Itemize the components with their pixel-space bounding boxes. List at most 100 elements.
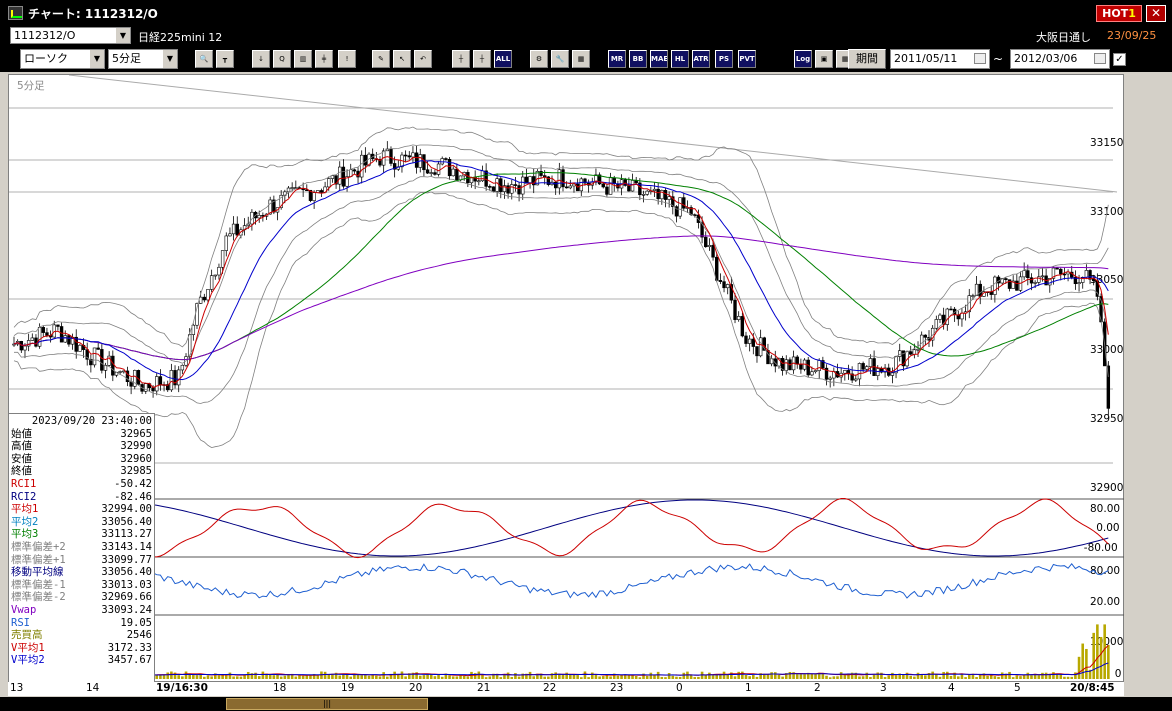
volume-bar [309,675,312,679]
time-axis-label: 23 [610,682,624,694]
volume-bar [459,675,462,679]
candle-body [700,222,704,238]
data-window-row: 平均3 33113.27 [11,528,152,541]
volume-bar [294,676,298,679]
pencil-icon[interactable]: ✎ [372,50,390,68]
time-axis-label: 0 [676,682,683,694]
candle-body [319,190,324,193]
data-window-row: 標準偏差+1 33099.77 [11,554,152,567]
volume-bar [982,673,986,679]
undo-icon[interactable]: ↶ [414,50,432,68]
date-to-field[interactable]: 2012/03/06 [1010,49,1110,69]
volume-bar [1022,674,1026,679]
indicator-bb-icon[interactable]: BB [629,50,647,68]
zoom-icon[interactable]: 🔍 [195,50,213,68]
candle-body [923,334,928,338]
candle-body [235,223,239,236]
interval-select[interactable]: 5分足 ▼ [108,49,178,69]
indicator-mr-icon[interactable]: MR [608,50,626,68]
hot-button[interactable]: HOT1 [1096,5,1142,22]
indicator-atr-icon[interactable]: ATR [692,50,710,68]
symbol-input[interactable]: 1112312/O ▼ [10,27,131,44]
volume-bar [741,671,744,679]
indicator-mae-icon[interactable]: MAE [650,50,668,68]
volume-bar [744,674,748,679]
session-date: 23/09/25 [1107,29,1157,42]
volume-bar [1008,671,1011,679]
all-icon[interactable]: ALL [494,50,512,68]
chevron-down-icon[interactable]: ▼ [90,50,104,68]
candle-body [488,186,492,188]
date-from-value: 2011/05/11 [894,52,958,65]
volume-bar [235,676,239,679]
volume-bar [283,675,287,679]
chart-type-select[interactable]: ローソク ▼ [20,49,105,69]
cursor-datetime: 2023/09/20 23:40:00 [31,415,152,427]
indicator-pvt-icon[interactable]: PVT [738,50,756,68]
volume-bars [12,624,1110,679]
pointer-icon[interactable]: ↖ [393,50,411,68]
chevron-down-icon[interactable]: ▼ [163,50,177,68]
calendar-icon[interactable] [974,53,986,64]
volume-bar [1052,672,1055,679]
scrollbar-thumb[interactable]: ||| [226,698,428,710]
indicator-hl-icon[interactable]: HL [671,50,689,68]
chart-canvas[interactable]: 3315033100330503300032950329005分足80.000.… [9,75,1125,683]
candle-body [824,367,829,380]
volume-bar [616,675,620,679]
search-chart-icon[interactable]: Q [273,50,291,68]
data-window-row: V平均1 3172.33 [11,642,152,655]
volume-bar [799,674,803,679]
rsi-line [13,562,1109,599]
candle-body [1051,267,1056,279]
candle-remove-icon[interactable]: ┼ [473,50,491,68]
data-window-value: 33099.77 [101,553,152,566]
candle-body [821,360,825,369]
candle-body [92,347,97,366]
data-window-label: 移動平均線 [11,566,64,579]
volume-bar [444,673,448,679]
candle-body [506,185,510,194]
date-from-field[interactable]: 2011/05/11 [890,49,990,69]
volume-bar [891,672,894,679]
volume-bar [752,674,755,679]
period-button[interactable]: 期間 [848,49,886,69]
alert-icon[interactable]: ! [338,50,356,68]
volume-bar [784,673,788,679]
bar-chart-icon[interactable]: ▥ [294,50,312,68]
download-icon[interactable]: ↓ [252,50,270,68]
data-window-label: 平均1 [11,503,39,516]
indicator-ps-icon[interactable]: PS [715,50,733,68]
trend-line [68,75,1118,193]
candle-add-icon[interactable]: ┼ [452,50,470,68]
volume-bar [203,676,206,679]
candle-body [495,178,499,192]
candle-body [865,366,869,370]
chevron-down-icon[interactable]: ▼ [116,28,130,43]
palette-icon[interactable]: ▦ [572,50,590,68]
candle-body [755,346,759,357]
window-icon[interactable]: ▣ [815,50,833,68]
volume-bar [451,676,455,679]
data-window-value: 32965 [120,427,152,440]
candle-body [455,168,459,181]
rci-tick-label: 0.00 [1096,522,1119,534]
close-button[interactable]: ✕ [1146,5,1166,22]
volume-bar [279,676,283,679]
candle-body [938,314,942,320]
wrench-icon[interactable]: 🔧 [551,50,569,68]
settings-icon[interactable]: ⚙ [530,50,548,68]
volume-bar [609,676,612,679]
candle-body [345,176,349,187]
log-icon[interactable]: Log [794,50,812,68]
candle-body [158,376,163,386]
period-checkbox[interactable]: ✓ [1113,53,1126,66]
candle-compare-icon[interactable]: ╪ [315,50,333,68]
chart-panel[interactable]: 33150 33100 33050 33000 32950 32900 5分足 80.00 0.… [8,74,1125,683]
horizontal-scrollbar[interactable]: ||| [0,697,1172,711]
instrument-name: 日経225mini 12 [138,31,223,44]
candle-body [638,182,642,196]
calendar-icon[interactable] [1094,53,1106,64]
split-icon[interactable]: ┳ [216,50,234,68]
volume-bar [246,671,250,679]
